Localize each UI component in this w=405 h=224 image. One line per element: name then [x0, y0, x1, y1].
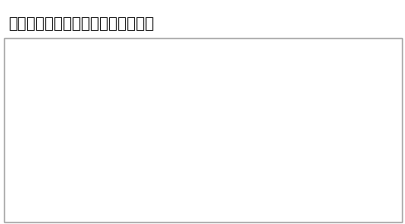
Text: 図４　大野病院の無罪判決について: 図４ 大野病院の無罪判決について [8, 16, 154, 31]
Wedge shape [190, 68, 198, 121]
Text: わからない 12.8%: わからない 12.8% [94, 72, 190, 91]
Text: 一部疑問が残る
2.6%: 一部疑問が残る 2.6% [99, 98, 175, 120]
Text: 当然である
84.6%: 当然である 84.6% [230, 126, 282, 149]
Text: その他・不明 0.0%: その他・不明 0.0% [204, 72, 294, 87]
Wedge shape [155, 68, 198, 121]
Text: 不当である 0.0%: 不当である 0.0% [82, 90, 172, 101]
Wedge shape [145, 68, 252, 174]
